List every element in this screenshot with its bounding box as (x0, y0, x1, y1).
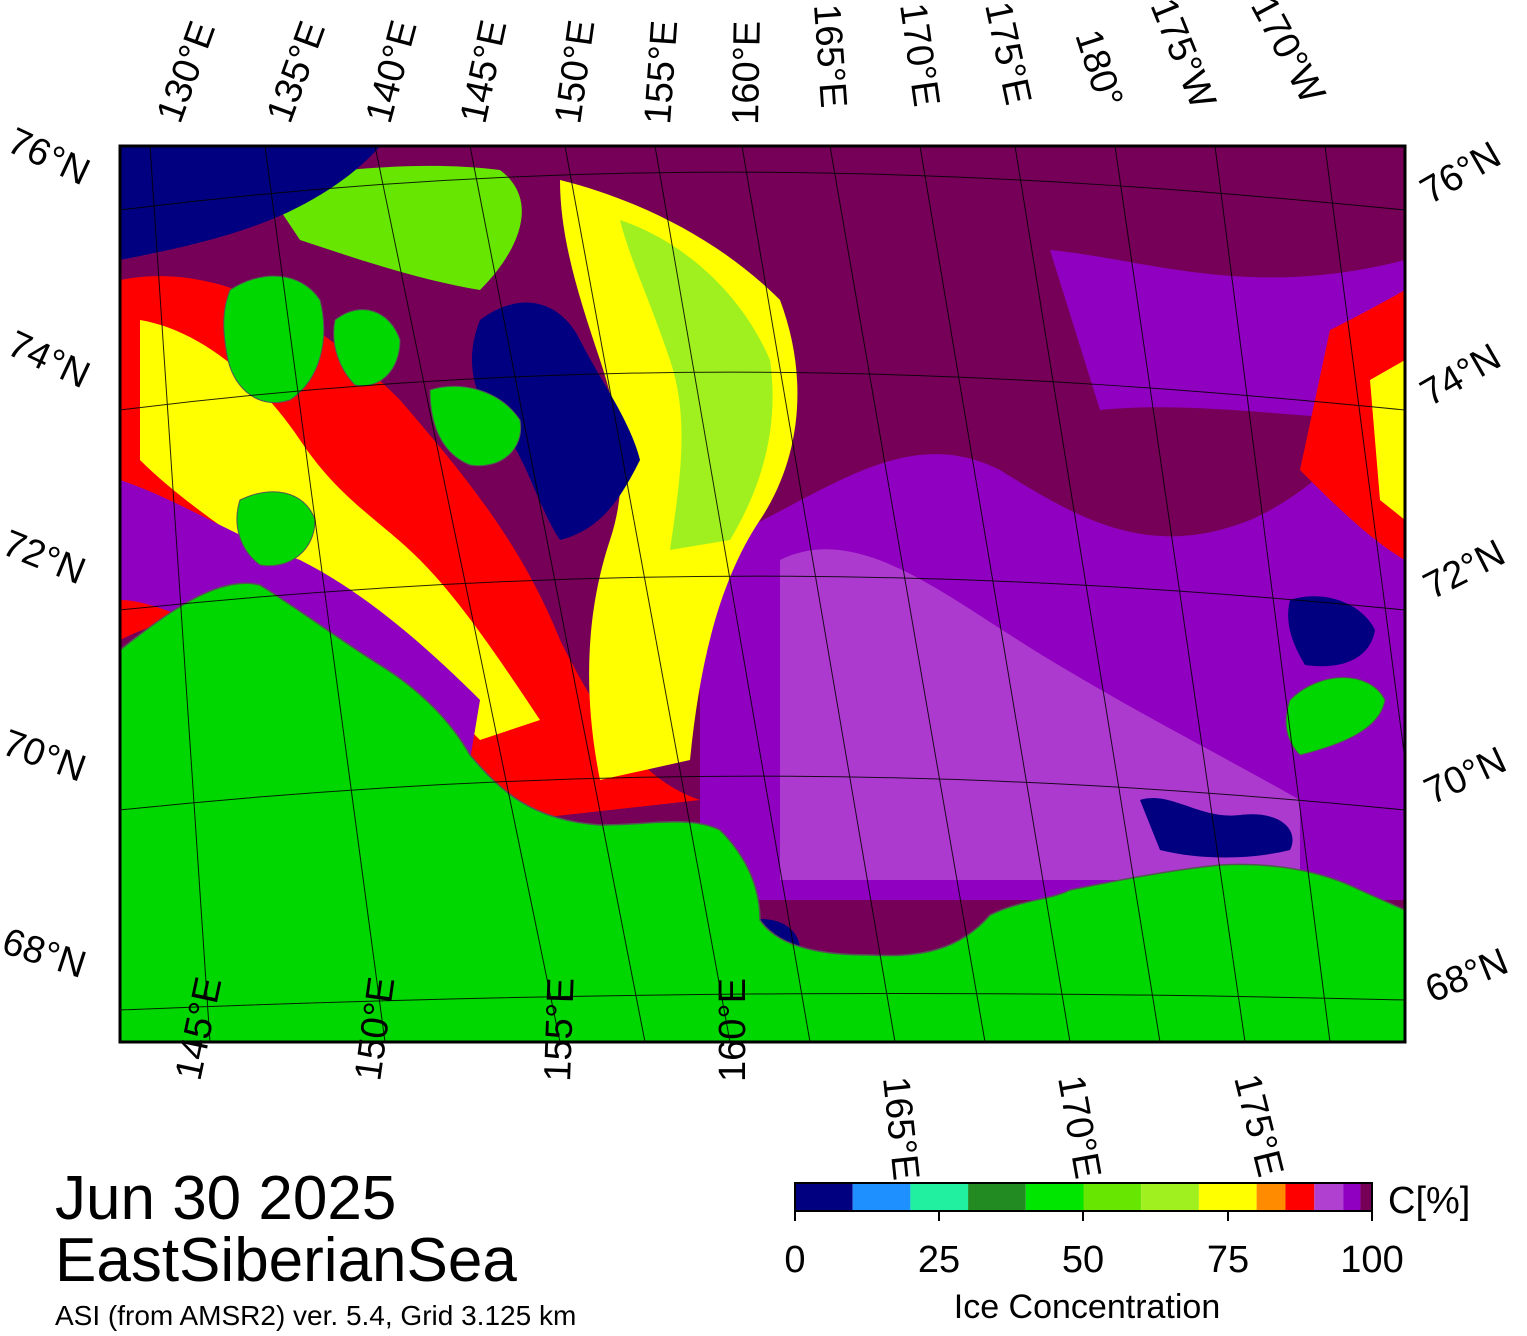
colorbar-unit: C[%] (1388, 1180, 1470, 1222)
map-content (120, 146, 1405, 1042)
colorbar: 0 25 50 75 100 C[%] Ice Concentration (784, 1180, 1470, 1326)
colorbar-swatch (1025, 1183, 1084, 1211)
right-lat-label: 76°N (1414, 134, 1509, 213)
map-frame (118, 144, 1407, 1044)
colorbar-tick-label: 0 (784, 1239, 805, 1281)
right-lat-label: 70°N (1418, 739, 1513, 813)
top-lon-label: 170°W (1242, 0, 1333, 110)
colorbar-title: Ice Concentration (954, 1288, 1221, 1326)
top-lon-label: 175°E (976, 0, 1039, 109)
island-kotelny (223, 275, 325, 404)
colorbar-swatch (852, 1183, 911, 1211)
island-new-siberia (429, 385, 522, 467)
top-lon-label: 140°E (358, 16, 425, 127)
right-lat-label: 72°N (1417, 532, 1512, 608)
left-lat-label: 68°N (0, 921, 91, 987)
colorbar-swatch (1141, 1183, 1199, 1211)
top-lon-label: 165°E (805, 3, 854, 110)
bottom-lon-label: 175°E (1225, 1070, 1291, 1181)
top-longitude-labels: 130°E 135°E 140°E 145°E 150°E 155°E 160°… (149, 0, 1333, 128)
left-lat-label: 72°N (0, 522, 91, 593)
colorbar-swatches (795, 1183, 1372, 1211)
date-title: Jun 30 2025 (55, 1164, 397, 1233)
right-latitude-labels: 76°N 74°N 72°N 70°N 68°N (1414, 134, 1515, 1011)
top-lon-label: 150°E (547, 17, 603, 126)
island-bolshoy-lyakhovsky (236, 491, 316, 567)
top-lon-label: 160°E (725, 20, 769, 125)
top-lon-label: 175°W (1142, 0, 1224, 115)
top-lon-label: 145°E (453, 16, 516, 126)
left-lat-label: 74°N (1, 323, 96, 397)
colorbar-swatch (1256, 1183, 1286, 1211)
bottom-lon-label: 155°E (537, 977, 583, 1082)
top-lon-label: 135°E (259, 16, 334, 128)
open-water-polynya-central (471, 302, 640, 540)
left-latitude-labels: 76°N 74°N 72°N 70°N 68°N (0, 120, 96, 987)
ice-zone-lilac (780, 549, 1300, 880)
colorbar-swatch (1285, 1183, 1315, 1211)
colorbar-swatch (1198, 1183, 1257, 1211)
bottom-lon-label: 170°E (1049, 1072, 1108, 1182)
island-faddeyevsky (333, 309, 401, 387)
mainland-siberia (120, 582, 1405, 1042)
right-lat-label: 74°N (1414, 336, 1509, 415)
colorbar-swatch (968, 1183, 1026, 1211)
region-title: EastSiberianSea (55, 1226, 517, 1295)
bottom-lon-label: 165°E (874, 1075, 927, 1183)
top-lon-label: 170°E (891, 0, 947, 109)
left-lat-label: 76°N (1, 120, 96, 194)
ice-zone-yellow-west (140, 320, 540, 740)
open-water-east (1288, 596, 1375, 667)
colorbar-swatch (1360, 1183, 1372, 1211)
colorbar-swatch (1083, 1183, 1142, 1211)
colorbar-swatch (795, 1183, 853, 1211)
top-lon-label: 130°E (149, 16, 224, 128)
colorbar-tick-label: 100 (1340, 1239, 1403, 1281)
colorbar-tick-label: 75 (1207, 1239, 1249, 1281)
open-water-coastal-east (1140, 797, 1293, 858)
graticule (120, 146, 1405, 1042)
colorbar-swatch (1314, 1183, 1344, 1211)
ice-zone-red-east (1300, 290, 1405, 560)
left-lat-label: 70°N (0, 722, 91, 791)
ice-zone-green-north (260, 165, 522, 290)
bottom-lon-label: 160°E (712, 978, 754, 1082)
top-lon-label: 155°E (637, 19, 686, 126)
colorbar-swatch (910, 1183, 969, 1211)
island-wrangel (1285, 677, 1386, 756)
ice-zone-purple-east (1050, 250, 1405, 420)
open-water-north-west (120, 146, 380, 260)
right-lat-label: 68°N (1420, 941, 1514, 1012)
colorbar-swatch (1343, 1183, 1361, 1211)
ice-zone-yellow-east (1370, 360, 1405, 520)
product-info: ASI (from AMSR2) ver. 5.4, Grid 3.125 km (55, 1300, 577, 1331)
colorbar-tick-label: 25 (918, 1239, 960, 1281)
colorbar-tick-label: 50 (1062, 1239, 1104, 1281)
top-lon-label: 180° (1066, 25, 1130, 113)
